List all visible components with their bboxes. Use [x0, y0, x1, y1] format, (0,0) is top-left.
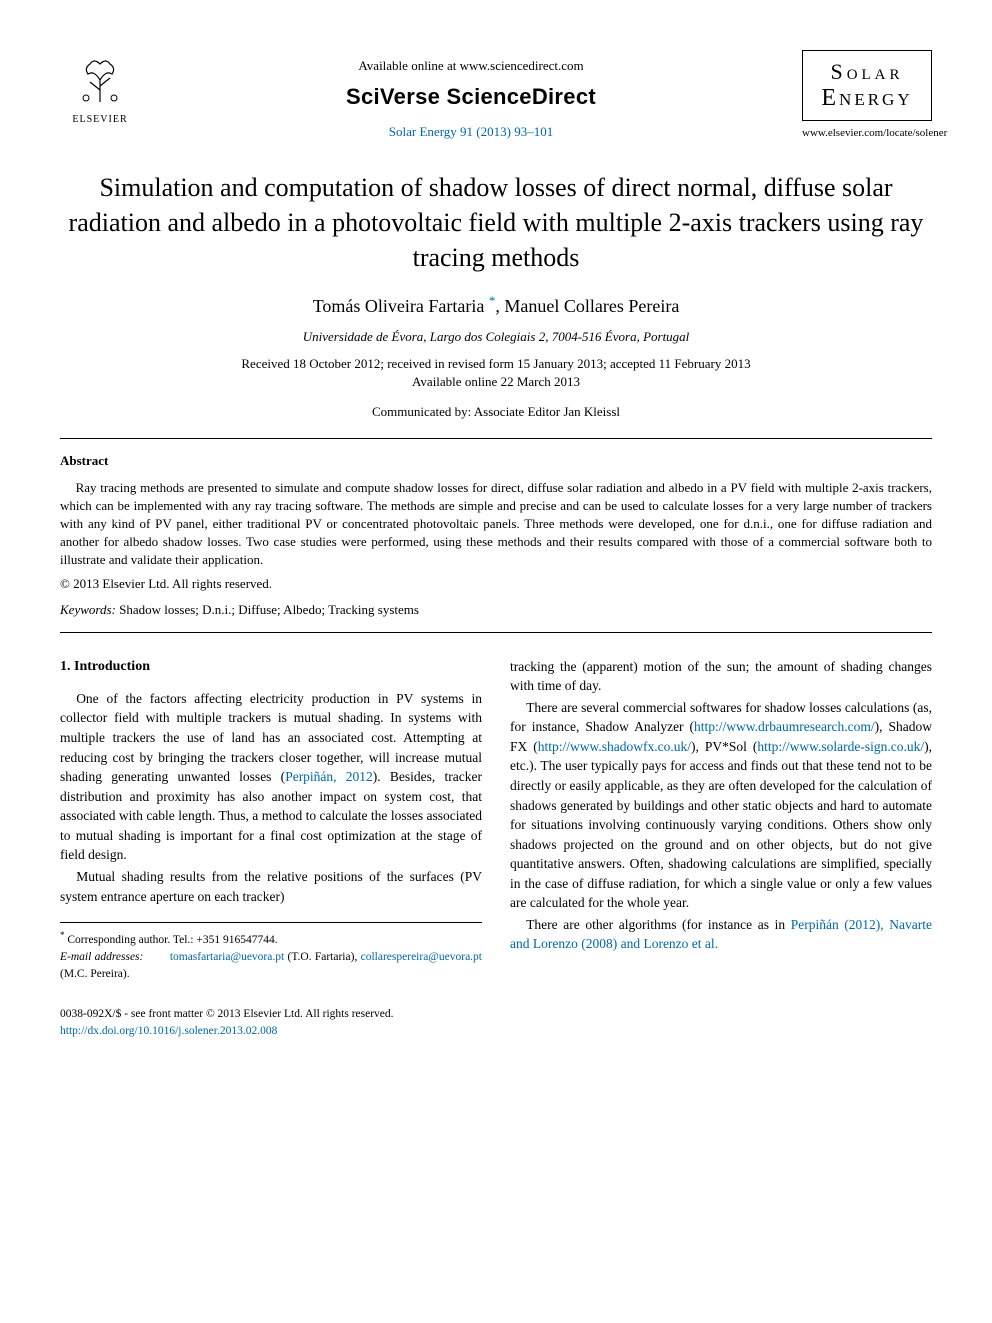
email-link-1[interactable]: tomasfartaria@uevora.pt: [170, 951, 284, 963]
link-shadowfx[interactable]: http://www.shadowfx.co.uk/: [538, 739, 691, 754]
platform-name: SciVerse ScienceDirect: [140, 84, 802, 110]
communicated-by: Communicated by: Associate Editor Jan Kl…: [60, 404, 932, 420]
journal-title-box: Solar Energy: [802, 50, 932, 121]
elsevier-logo: ELSEVIER: [60, 50, 140, 125]
link-drbaum[interactable]: http://www.drbaumresearch.com/: [694, 719, 875, 734]
citation-link[interactable]: Solar Energy 91 (2013) 93–101: [140, 124, 802, 140]
journal-word-energy: Energy: [809, 85, 925, 112]
p3-text-a: There are other algorithms (for instance…: [526, 917, 791, 932]
email-addresses-line: E-mail addresses: tomasfartaria@uevora.p…: [60, 949, 482, 984]
article-title: Simulation and computation of shadow los…: [60, 170, 932, 275]
col2-para-2: There are several commercial softwares f…: [510, 698, 932, 913]
issn-line: 0038-092X/$ - see front matter © 2013 El…: [60, 1006, 482, 1023]
keywords-line: Keywords: Shadow losses; D.n.i.; Diffuse…: [60, 602, 932, 618]
p2-text-d: ), etc.). The user typically pays for ac…: [510, 739, 932, 911]
body-columns: 1. Introduction One of the factors affec…: [60, 657, 932, 1041]
email-owner-2: (M.C. Pereira).: [60, 968, 130, 980]
dates-line-1: Received 18 October 2012; received in re…: [60, 355, 932, 373]
divider-bottom: [60, 632, 932, 633]
keywords-values: Shadow losses; D.n.i.; Diffuse; Albedo; …: [116, 602, 419, 617]
col2-para-1: tracking the (apparent) motion of the su…: [510, 657, 932, 696]
footnote-star-icon: *: [60, 930, 65, 940]
author-2: , Manuel Collares Pereira: [495, 296, 679, 316]
journal-logo: Solar Energy www.elsevier.com/locate/sol…: [802, 50, 932, 139]
link-solardesign[interactable]: http://www.solarde-sign.co.uk/: [757, 739, 924, 754]
p2-text-c: ), PV*Sol (: [691, 739, 757, 754]
doi-link[interactable]: http://dx.doi.org/10.1016/j.solener.2013…: [60, 1023, 482, 1040]
author-1: Tomás Oliveira Fartaria: [313, 296, 489, 316]
intro-para-2: Mutual shading results from the relative…: [60, 867, 482, 906]
abstract-text: Ray tracing methods are presented to sim…: [60, 479, 932, 570]
authors-line: Tomás Oliveira Fartaria *, Manuel Collar…: [60, 293, 932, 317]
header-row: ELSEVIER Available online at www.science…: [60, 50, 932, 140]
journal-url[interactable]: www.elsevier.com/locate/solener: [802, 127, 932, 139]
footnotes-block: * Corresponding author. Tel.: +351 91654…: [60, 922, 482, 984]
keywords-label: Keywords:: [60, 602, 116, 617]
email-label: E-mail addresses:: [60, 951, 143, 963]
elsevier-tree-icon: [70, 50, 130, 110]
corresponding-author-note: * Corresponding author. Tel.: +351 91654…: [60, 929, 482, 949]
center-header: Available online at www.sciencedirect.co…: [140, 50, 802, 140]
abstract-copyright: © 2013 Elsevier Ltd. All rights reserved…: [60, 576, 932, 592]
col2-para-3: There are other algorithms (for instance…: [510, 915, 932, 954]
ref-perpinan-2012[interactable]: Perpiñán, 2012: [285, 769, 373, 784]
section-1-heading: 1. Introduction: [60, 657, 482, 677]
journal-word-solar: Solar: [809, 59, 925, 85]
article-dates: Received 18 October 2012; received in re…: [60, 355, 932, 391]
footer-meta: 0038-092X/$ - see front matter © 2013 El…: [60, 1006, 482, 1041]
abstract-heading: Abstract: [60, 453, 932, 469]
intro-para-1: One of the factors affecting electricity…: [60, 689, 482, 865]
email-link-2[interactable]: collarespereira@uevora.pt: [361, 951, 482, 963]
publisher-name: ELSEVIER: [60, 114, 140, 125]
available-online-text: Available online at www.sciencedirect.co…: [140, 58, 802, 74]
affiliation: Universidade de Évora, Largo dos Colegia…: [60, 329, 932, 345]
column-left: 1. Introduction One of the factors affec…: [60, 657, 482, 1041]
divider-top: [60, 438, 932, 439]
dates-line-2: Available online 22 March 2013: [60, 373, 932, 391]
corresponding-text: Corresponding author. Tel.: +351 9165477…: [67, 934, 277, 946]
email-owner-1: (T.O. Fartaria),: [284, 951, 360, 963]
column-right: tracking the (apparent) motion of the su…: [510, 657, 932, 1041]
